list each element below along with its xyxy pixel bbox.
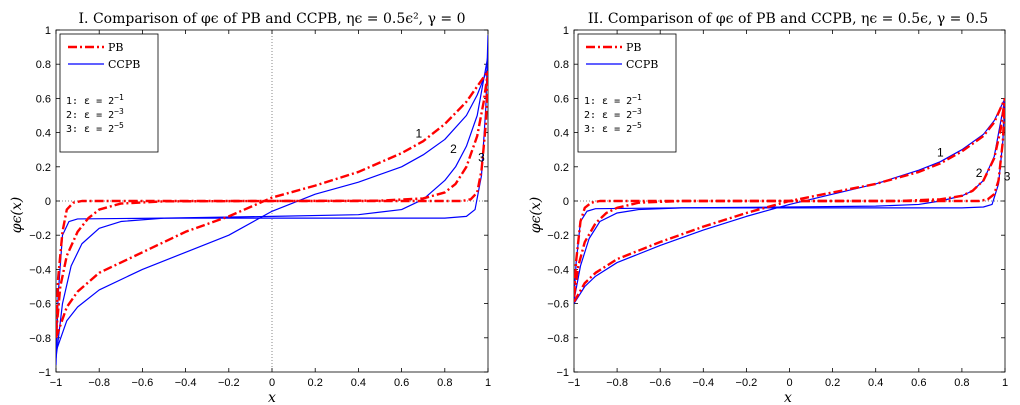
series-line-pb-curve-1 xyxy=(56,70,488,339)
y-tick-label: 0.4 xyxy=(554,128,569,140)
series-line-ccpb-curve-2 xyxy=(56,55,488,359)
y-tick-label: 0.2 xyxy=(554,162,569,174)
legend-epsilon-exponent: −5 xyxy=(114,121,124,130)
y-tick-label: 0.6 xyxy=(554,93,569,105)
x-tick-label: −0.6 xyxy=(649,377,671,389)
legend-box xyxy=(59,33,159,153)
curve-label: 1 xyxy=(937,146,944,160)
legend-epsilon-exponent: −5 xyxy=(632,121,642,130)
x-tick-label: −0.8 xyxy=(88,377,110,389)
y-tick-label: 0.6 xyxy=(36,93,51,105)
x-axis-label: x xyxy=(268,390,276,405)
chart-panel-1: I. Comparison of φϵ of PB and CCPB, ηϵ =… xyxy=(9,11,491,405)
series-line-ccpb-curve-1 xyxy=(56,67,488,352)
legend-label-pb: PB xyxy=(108,41,124,54)
legend-epsilon-exponent: −3 xyxy=(114,107,124,116)
legend-epsilon-note: 2: ε = 2−3 xyxy=(584,107,642,121)
y-tick-label: −0.4 xyxy=(547,264,569,276)
y-axis-label: φϵ(x) xyxy=(528,197,544,233)
legend-box xyxy=(577,33,677,153)
x-tick-label: −0.2 xyxy=(736,377,758,389)
series-line-ccpb-curve-2 xyxy=(574,98,1005,301)
chart-title: I. Comparison of φϵ of PB and CCPB, ηϵ =… xyxy=(79,11,466,27)
y-tick-label: 1 xyxy=(45,25,51,37)
x-tick-label: 0.4 xyxy=(868,377,883,389)
curve-label: 2 xyxy=(976,166,983,180)
chart-panel-2: II. Comparison of φϵ of PB and CCPB, ηϵ … xyxy=(528,11,1011,405)
y-tick-label: −0.2 xyxy=(29,230,51,242)
x-tick-label: −0.2 xyxy=(218,377,240,389)
y-tick-label: 0.2 xyxy=(36,162,51,174)
series-line-pb-curve-3 xyxy=(574,98,1005,296)
curve-label: 3 xyxy=(478,151,485,165)
x-tick-label: 0.2 xyxy=(825,377,840,389)
legend-label-pb: PB xyxy=(626,41,642,54)
curve-label: 2 xyxy=(450,142,457,156)
y-tick-label: 0.4 xyxy=(36,128,51,140)
legend-epsilon-note: 1: ε = 2−1 xyxy=(66,93,124,107)
x-tick-label: 0.8 xyxy=(437,377,452,389)
legend-epsilon-exponent: −3 xyxy=(632,107,642,116)
legend-label-ccpb: CCPB xyxy=(626,58,658,71)
legend-label-ccpb: CCPB xyxy=(108,58,140,71)
y-tick-label: 1 xyxy=(563,25,569,37)
x-tick-label: 0.2 xyxy=(308,377,323,389)
legend-epsilon-note: 3: ε = 2−5 xyxy=(584,121,642,135)
series-line-pb-curve-3 xyxy=(56,70,488,332)
curve-label: 1 xyxy=(416,127,423,141)
chart-title: II. Comparison of φϵ of PB and CCPB, ηϵ … xyxy=(588,11,988,27)
x-tick-label: 1 xyxy=(485,377,491,389)
y-tick-label: −0.6 xyxy=(29,299,51,311)
y-tick-label: 0 xyxy=(563,196,569,208)
x-tick-label: −0.6 xyxy=(132,377,154,389)
y-tick-label: −1 xyxy=(38,367,51,379)
series-line-ccpb-curve-3 xyxy=(574,98,1005,299)
series-line-pb-curve-1 xyxy=(574,97,1005,303)
x-tick-label: 0.6 xyxy=(394,377,409,389)
x-axis-label: x xyxy=(784,390,792,405)
y-tick-label: −0.4 xyxy=(29,264,51,276)
x-tick-label: −0.4 xyxy=(175,377,197,389)
curve-label: 3 xyxy=(1004,169,1011,183)
legend-epsilon-exponent: −1 xyxy=(114,93,124,102)
y-axis-label: φϵ(x) xyxy=(9,197,25,233)
y-tick-label: −0.2 xyxy=(547,230,569,242)
y-tick-label: 0 xyxy=(45,196,51,208)
x-tick-label: 0 xyxy=(269,377,275,389)
x-tick-label: 1 xyxy=(1002,377,1008,389)
x-tick-label: −1 xyxy=(50,377,63,389)
y-tick-label: −1 xyxy=(556,367,569,379)
legend-epsilon-exponent: −1 xyxy=(632,93,642,102)
legend-epsilon-note: 3: ε = 2−5 xyxy=(66,121,124,135)
x-tick-label: 0 xyxy=(786,377,792,389)
x-tick-label: 0.8 xyxy=(954,377,969,389)
x-tick-label: 0.4 xyxy=(351,377,366,389)
x-tick-label: 0.6 xyxy=(911,377,926,389)
x-tick-label: −1 xyxy=(568,377,581,389)
y-tick-label: −0.8 xyxy=(547,333,569,345)
series-line-ccpb-curve-1 xyxy=(574,98,1005,304)
y-tick-label: 0.8 xyxy=(554,59,569,71)
x-tick-label: −0.4 xyxy=(692,377,714,389)
y-tick-label: −0.8 xyxy=(29,333,51,345)
x-tick-label: −0.8 xyxy=(606,377,628,389)
y-tick-label: −0.6 xyxy=(547,299,569,311)
y-tick-label: 0.8 xyxy=(36,59,51,71)
legend-epsilon-note: 1: ε = 2−1 xyxy=(584,93,642,107)
legend-epsilon-note: 2: ε = 2−3 xyxy=(66,107,124,121)
